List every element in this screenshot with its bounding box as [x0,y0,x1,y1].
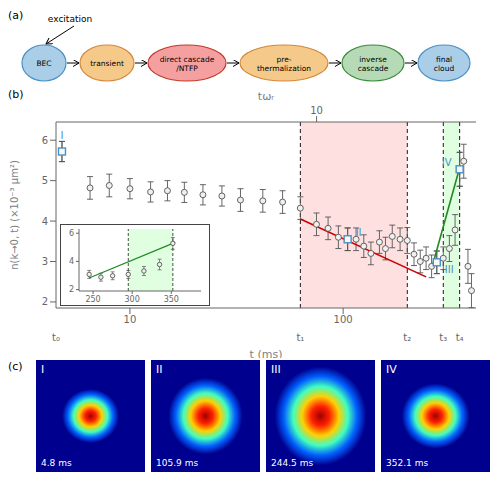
svg-text:300: 300 [125,295,140,304]
svg-text:5: 5 [42,175,48,186]
svg-text:6: 6 [69,229,74,238]
svg-text:t₂: t₂ [403,332,411,343]
svg-text:n(k→0, t) (×10⁻³ μm²): n(k→0, t) (×10⁻³ μm²) [9,160,20,270]
svg-text:inverse: inverse [359,55,387,64]
svg-text:excitation: excitation [48,14,92,24]
html-text:(b): (b) [8,88,24,101]
svg-text:250: 250 [85,295,100,304]
svg-text:350: 350 [164,295,179,304]
svg-text:cloud: cloud [434,64,455,73]
svg-text:transient: transient [90,59,124,68]
svg-text:III: III [445,264,454,275]
svg-text:final: final [436,55,452,64]
svg-text:(a): (a) [8,9,23,22]
html-text:244.5 ms: 244.5 ms [271,458,314,468]
html-text:II: II [156,363,163,376]
svg-text:tωᵣ: tωᵣ [258,90,275,103]
svg-text:t₄: t₄ [456,332,464,343]
html-text:(c): (c) [8,360,23,373]
svg-text:II: II [356,227,362,238]
svg-text:I: I [60,130,63,141]
svg-text:4: 4 [69,257,74,266]
svg-text:t₃: t₃ [439,332,447,343]
svg-text:pre-: pre- [277,55,292,64]
svg-text:IV: IV [442,157,452,168]
html-text:4.8 ms: 4.8 ms [41,458,72,468]
svg-text:BEC: BEC [36,59,51,68]
html-text:105.9 ms: 105.9 ms [156,458,199,468]
svg-text:/NTFP: /NTFP [176,64,198,73]
svg-text:t (ms): t (ms) [250,348,283,358]
svg-text:t₀: t₀ [52,332,60,343]
svg-text:100: 100 [334,314,353,325]
svg-text:10: 10 [310,105,323,116]
html-text:IV: IV [386,363,397,376]
svg-text:4: 4 [42,216,48,227]
html-text:III: III [271,363,281,376]
svg-text:6: 6 [42,135,48,146]
html-text:352.1 ms: 352.1 ms [386,458,429,468]
svg-text:t₁: t₁ [296,332,304,343]
svg-text:2: 2 [69,285,74,294]
svg-text:cascade: cascade [358,64,389,73]
svg-text:3: 3 [42,256,48,267]
svg-text:direct cascade: direct cascade [160,55,215,64]
svg-text:2: 2 [42,296,48,307]
svg-text:10: 10 [124,314,137,325]
svg-text:thermalization: thermalization [257,64,311,73]
html-text:I: I [41,363,45,376]
